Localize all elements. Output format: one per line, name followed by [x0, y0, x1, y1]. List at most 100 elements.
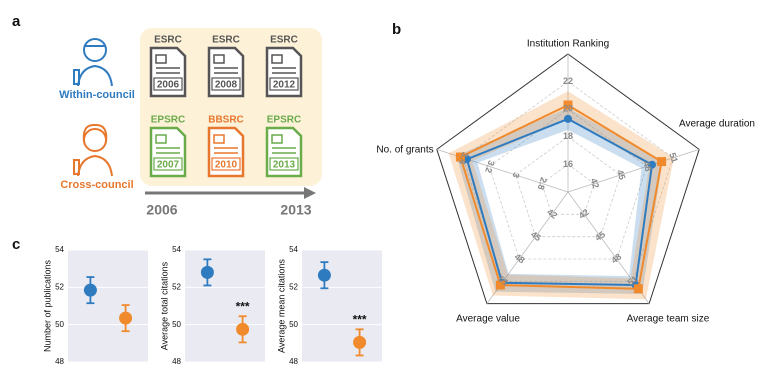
radar-tick-label: 3.2 — [483, 159, 496, 174]
timeline-arrowhead — [304, 187, 316, 199]
radar-point — [647, 160, 656, 169]
grid-line — [515, 136, 621, 238]
grid-line — [541, 163, 595, 215]
significance: *** — [353, 313, 367, 327]
plot-background — [302, 250, 382, 362]
panel-label: c — [12, 236, 20, 253]
radar-tick-label: 22 — [563, 76, 573, 86]
document-line — [271, 134, 283, 144]
year-label: 2010 — [215, 160, 238, 171]
grid-line — [488, 108, 648, 260]
year-box — [269, 77, 299, 91]
document-line — [271, 54, 283, 64]
radar-tick-label: 16 — [563, 159, 573, 169]
radar-point — [455, 152, 465, 162]
y-tick-label: 52 — [172, 282, 181, 291]
researcher-icon — [73, 38, 113, 87]
point — [200, 265, 214, 279]
radar-point — [564, 114, 572, 123]
year-label: 2012 — [273, 80, 296, 91]
year-label: 2006 — [157, 80, 180, 91]
y-tick-label: 52 — [55, 282, 64, 291]
radar-tick-label: 45 — [615, 168, 628, 181]
document-line — [213, 134, 225, 144]
axis-label: Institution Ranking — [527, 39, 609, 50]
radar-tick-label: 2.8 — [536, 176, 549, 191]
radar-tick-label: 45 — [529, 229, 543, 243]
axis-label: Average duration — [679, 119, 755, 130]
radar-line — [459, 103, 663, 290]
point — [236, 322, 250, 336]
radar-tick-label: 51 — [626, 274, 640, 288]
radar-tick-label: 42 — [589, 177, 602, 190]
radar-point — [657, 157, 667, 167]
year-box — [211, 77, 241, 91]
radar-tick-label: 45 — [593, 229, 607, 243]
point — [119, 311, 133, 325]
radar-tick-label: 18 — [563, 131, 573, 141]
panel-label: b — [392, 21, 401, 38]
y-tick-label: 48 — [289, 357, 298, 366]
radar-tick-label: 48 — [609, 251, 623, 265]
council-label: ESRC — [154, 35, 182, 46]
y-tick-label: 50 — [289, 320, 298, 329]
radar-line — [465, 117, 654, 287]
point — [317, 268, 331, 282]
y-axis-label: Average mean citations — [276, 259, 286, 353]
axis-label: No. of grants — [376, 145, 433, 156]
year-box — [153, 77, 183, 91]
group-label: Cross-council — [60, 179, 133, 191]
radar-point — [462, 155, 471, 164]
council-label: ESRC — [270, 35, 298, 46]
significance: *** — [236, 299, 250, 313]
grid-line — [462, 81, 674, 282]
radar-tick-label: 20 — [563, 104, 573, 114]
year-box — [153, 157, 183, 171]
researcher-icon — [73, 123, 113, 177]
document-line — [155, 134, 167, 144]
council-label: EPSRC — [267, 115, 301, 126]
y-tick-label: 48 — [55, 357, 64, 366]
y-axis-label: Average total citations — [159, 261, 169, 350]
council-label: ESRC — [212, 35, 240, 46]
point — [353, 335, 367, 349]
radar-tick-label: 42 — [577, 207, 591, 221]
radar-tick-label: 3 — [511, 171, 522, 179]
year-label: 2013 — [273, 160, 296, 171]
plot-background — [185, 250, 265, 362]
timeline-start: 2006 — [146, 202, 177, 218]
radar-tick-label: 51 — [496, 274, 510, 288]
group-label: Within-council — [59, 89, 135, 101]
year-label: 2008 — [215, 80, 238, 91]
radar-spoke — [567, 148, 700, 193]
council-label: EPSRC — [151, 115, 185, 126]
radar-point — [563, 100, 573, 110]
y-tick-label: 54 — [289, 245, 298, 254]
document-line — [213, 54, 225, 64]
panel-label: a — [12, 13, 21, 30]
y-tick-label: 54 — [172, 245, 181, 254]
radar-tick-label: 48 — [641, 160, 654, 173]
confidence-band — [456, 107, 663, 294]
radar-frame — [436, 53, 700, 305]
y-tick-label: 50 — [55, 320, 64, 329]
radar-point — [633, 284, 643, 294]
point — [83, 283, 97, 297]
y-tick-label: 52 — [289, 282, 298, 291]
radar-tick-label: 48 — [513, 251, 527, 265]
radar-point — [495, 280, 505, 290]
y-tick-label: 48 — [172, 357, 181, 366]
timeline-end: 2013 — [280, 202, 311, 218]
radar-tick-label: 3.4 — [457, 151, 470, 166]
year-label: 2007 — [157, 160, 180, 171]
year-box — [211, 157, 241, 171]
plot-background — [68, 250, 148, 362]
y-tick-label: 50 — [172, 320, 181, 329]
axis-label: Average team size — [627, 314, 710, 325]
council-label: BBSRC — [208, 115, 244, 126]
y-axis-label: Number of publications — [42, 259, 52, 352]
radar-tick-label: 51 — [667, 151, 680, 164]
radar-tick-label: 42 — [545, 207, 559, 221]
year-box — [269, 157, 299, 171]
